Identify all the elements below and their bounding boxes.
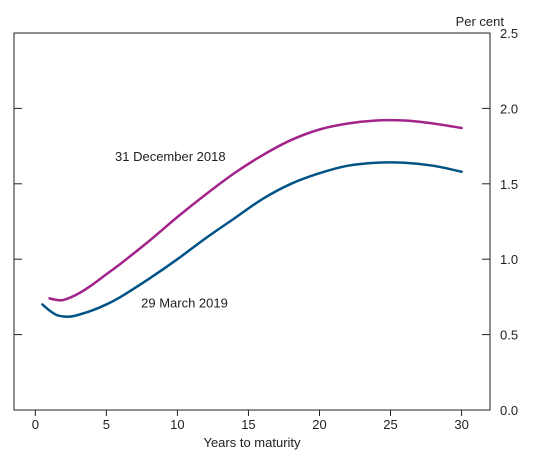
y-tick-label: 2.5 xyxy=(500,26,518,41)
y-axis-title: Per cent xyxy=(456,14,505,29)
series-label-2: 29 March 2019 xyxy=(141,295,228,310)
series-line-1 xyxy=(48,118,463,302)
x-tick-label: 15 xyxy=(241,417,255,432)
series-line-2 xyxy=(41,161,463,318)
series-label-1: 31 December 2018 xyxy=(115,149,226,164)
y-tick-label: 1.0 xyxy=(500,252,518,267)
x-tick-label: 20 xyxy=(312,417,326,432)
series-annotations: 31 December 2018 29 March 2019 xyxy=(115,149,228,310)
x-tick-label: 0 xyxy=(32,417,39,432)
x-tick-label: 25 xyxy=(383,417,397,432)
plot-frame xyxy=(13,32,491,411)
x-axis: 0 5 10 15 20 25 30 xyxy=(32,410,469,432)
series-lines xyxy=(41,118,463,318)
y-tick-label: 0.5 xyxy=(500,328,518,343)
x-tick-label: 5 xyxy=(103,417,110,432)
x-tick-label: 30 xyxy=(454,417,468,432)
x-tick-label: 10 xyxy=(170,417,184,432)
y-tick-label: 2.0 xyxy=(500,101,518,116)
y-axis: 0.0 0.5 1.0 1.5 2.0 2.5 xyxy=(14,26,518,418)
y-tick-label: 0.0 xyxy=(500,403,518,418)
x-axis-title: Years to maturity xyxy=(203,435,301,450)
y-tick-label: 1.5 xyxy=(500,177,518,192)
